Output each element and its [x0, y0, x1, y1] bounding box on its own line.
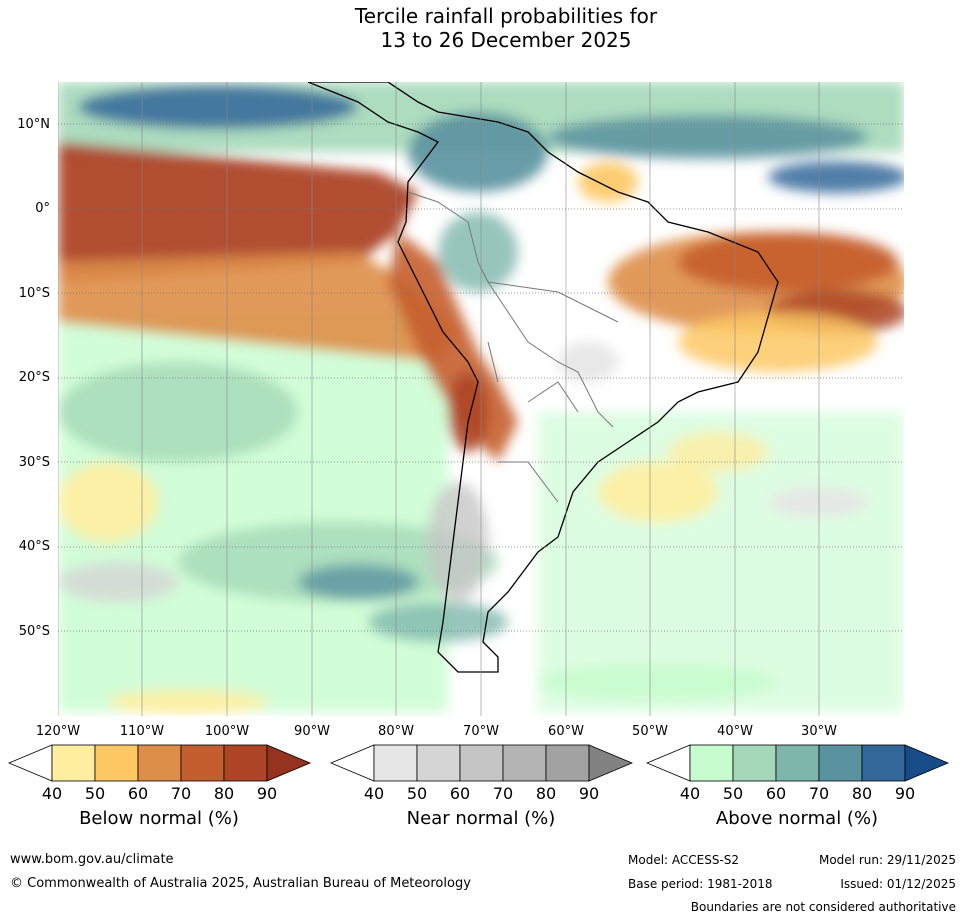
cbar-above-tick: 80	[851, 784, 873, 803]
cbar-below-tick: 90	[256, 784, 278, 803]
lat-label-20s: 20°S	[18, 370, 50, 385]
lon-label-40w: 40°W	[717, 724, 753, 739]
cbar-above-tick: 50	[722, 784, 744, 803]
lon-label-110w: 110°W	[119, 724, 165, 739]
title-line-2: 13 to 26 December 2025	[380, 28, 632, 52]
lat-label-40s: 40°S	[18, 539, 50, 554]
cbar-near-tick: 80	[535, 784, 557, 803]
country-borders	[407, 191, 619, 503]
coastline	[307, 82, 779, 673]
cbar-near-cell-2	[416, 744, 461, 782]
footer-base-period: Base period: 1981-2018	[628, 877, 773, 891]
cbar-above-tick: 70	[808, 784, 830, 803]
cbar-above-cell-4	[818, 744, 863, 782]
lon-label-30w: 30°W	[801, 724, 837, 739]
cbar-above-cell-3	[775, 744, 820, 782]
lon-label-120w: 120°W	[35, 724, 81, 739]
colorbar-near-normal	[330, 744, 634, 782]
cbar-near-tick: 60	[449, 784, 471, 803]
cbar-above-title: Above normal (%)	[715, 808, 879, 829]
cbar-near-high-arrow	[588, 744, 634, 782]
cbar-above-tick: 60	[765, 784, 787, 803]
lon-label-80w: 80°W	[378, 724, 414, 739]
cbar-below-tick: 80	[213, 784, 235, 803]
cbar-below-cell-5	[223, 744, 268, 782]
cbar-below-high-arrow	[266, 744, 312, 782]
cbar-above-cell-5	[861, 744, 906, 782]
cbar-above-low-arrow	[646, 744, 691, 782]
cbar-near-tick: 70	[492, 784, 514, 803]
footer-disclaimer: Boundaries are not considered authoritat…	[690, 900, 956, 914]
lon-label-90w: 90°W	[294, 724, 330, 739]
cbar-near-low-arrow	[330, 744, 375, 782]
lon-label-50w: 50°W	[632, 724, 668, 739]
cbar-above-cell-1	[689, 744, 734, 782]
cbar-below-tick: 70	[170, 784, 192, 803]
footer-model: Model: ACCESS-S2	[628, 853, 740, 867]
cbar-below-tick: 60	[127, 784, 149, 803]
cbar-above-cell-2	[732, 744, 777, 782]
cbar-near-cell-4	[502, 744, 547, 782]
cbar-near-cell-3	[459, 744, 504, 782]
cbar-near-tick: 40	[363, 784, 385, 803]
probability-map	[58, 82, 904, 716]
map-title: Tercile rainfall probabilities for 13 to…	[0, 4, 965, 52]
lon-label-70w: 70°W	[463, 724, 499, 739]
cbar-below-cell-1	[51, 744, 96, 782]
title-line-1: Tercile rainfall probabilities for	[354, 4, 658, 28]
lat-label-30s: 30°S	[18, 455, 50, 470]
cbar-above-tick: 40	[679, 784, 701, 803]
cbar-near-tick: 50	[406, 784, 428, 803]
cbar-near-cell-5	[545, 744, 590, 782]
lon-label-100w: 100°W	[204, 724, 250, 739]
cbar-below-tick: 40	[41, 784, 63, 803]
lat-label-10n: 10°N	[17, 117, 50, 132]
lat-label-0: 0°	[35, 201, 50, 216]
colorbar-above-normal	[646, 744, 950, 782]
cbar-below-tick: 50	[84, 784, 106, 803]
colorbar-below-normal	[8, 744, 312, 782]
cbar-below-title: Below normal (%)	[79, 808, 239, 829]
cbar-below-cell-3	[137, 744, 182, 782]
footer-url: www.bom.gov.au/climate	[10, 852, 174, 867]
lat-label-50s: 50°S	[18, 624, 50, 639]
footer-issued: Issued: 01/12/2025	[840, 877, 956, 891]
map-svg	[58, 82, 904, 716]
lat-label-10s: 10°S	[18, 286, 50, 301]
cbar-near-title: Near normal (%)	[406, 808, 556, 829]
cbar-near-cell-1	[373, 744, 418, 782]
cbar-above-high-arrow	[904, 744, 950, 782]
cbar-above-tick: 90	[894, 784, 916, 803]
cbar-below-low-arrow	[8, 744, 53, 782]
meridians	[58, 82, 820, 716]
cbar-near-tick: 90	[578, 784, 600, 803]
cbar-below-cell-2	[94, 744, 139, 782]
lon-label-60w: 60°W	[548, 724, 584, 739]
footer-copyright: © Commonwealth of Australia 2025, Austra…	[10, 876, 471, 891]
cbar-below-cell-4	[180, 744, 225, 782]
footer-model-run: Model run: 29/11/2025	[818, 853, 956, 867]
